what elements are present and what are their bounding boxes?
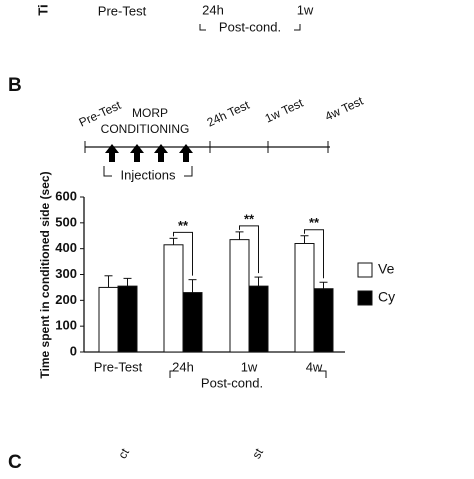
cropped-text: ct — [115, 445, 132, 461]
bar — [313, 288, 334, 353]
timeline-event: 4w Test — [323, 94, 366, 124]
bar — [248, 285, 269, 353]
y-tick-label: 500 — [55, 214, 77, 229]
cropped-text: st — [249, 445, 266, 461]
x-tick-label: 24h — [172, 359, 194, 374]
panel-letter: B — [8, 75, 22, 96]
significance-label: ** — [178, 218, 189, 233]
legend-swatch — [357, 262, 373, 278]
legend-swatch — [357, 290, 373, 306]
cropped-category: 24h — [202, 2, 224, 17]
y-tick-label: 300 — [55, 266, 77, 281]
significance-label: ** — [309, 215, 320, 230]
panel-letter: C — [8, 452, 22, 473]
cropped-bracket — [199, 24, 301, 31]
y-axis-label: Time spent in conditioned side (sec) — [38, 171, 52, 378]
y-tick-label: 400 — [55, 240, 77, 255]
legend-label: Ve — [378, 261, 395, 277]
significance-bracket — [304, 229, 324, 279]
legend-label: Cy — [378, 289, 395, 305]
group-bracket — [169, 370, 327, 378]
bar — [163, 244, 184, 353]
cropped-group-label: Post-cond. — [219, 19, 281, 34]
x-tick-label: Pre-Test — [94, 359, 143, 374]
bar — [182, 292, 203, 353]
group-label: Post-cond. — [201, 375, 263, 390]
cropped-axis-label: Ti — [35, 4, 50, 15]
y-tick-label: 200 — [55, 292, 77, 307]
timeline-event: 24h Test — [205, 98, 252, 130]
bar — [294, 243, 315, 353]
timeline-event: CONDITIONING — [101, 122, 190, 136]
timeline-event: MORP — [132, 106, 168, 120]
y-tick-label: 100 — [55, 318, 77, 333]
bar — [229, 239, 250, 353]
significance-bracket — [173, 231, 193, 276]
cropped-category: 1w — [297, 2, 314, 17]
cropped-category: Pre-Test — [98, 3, 147, 18]
significance-label: ** — [244, 211, 255, 226]
y-tick-label: 0 — [70, 343, 77, 358]
x-tick-label: 1w — [241, 359, 258, 374]
x-tick-label: 4w — [306, 359, 323, 374]
injections-bracket — [103, 166, 193, 177]
bar — [98, 286, 119, 353]
bar — [117, 285, 138, 353]
timeline-ticks — [84, 141, 329, 153]
y-tick-label: 600 — [55, 188, 77, 203]
injections-label: Injections — [121, 167, 176, 182]
significance-bracket — [239, 225, 259, 274]
timeline-event: 1w Test — [263, 96, 306, 126]
injection-arrows — [105, 144, 193, 162]
